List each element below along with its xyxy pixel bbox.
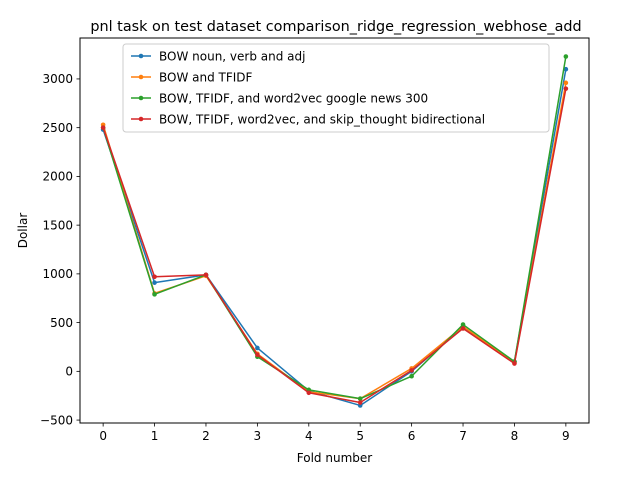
x-tick-label: 0 (99, 429, 107, 443)
y-tick-label: −500 (40, 413, 73, 427)
x-tick-label: 1 (151, 429, 159, 443)
data-point (563, 80, 569, 86)
data-point (460, 322, 466, 327)
data-point (357, 400, 363, 405)
x-tick-label: 3 (254, 429, 262, 443)
y-tick-label: 0 (65, 365, 73, 379)
y-axis: −500 0 500 1000 1500 2000 2500 3000 (40, 72, 80, 427)
x-tick-label: 4 (305, 429, 313, 443)
x-tick-label: 2 (202, 429, 210, 443)
series-4 (100, 86, 569, 405)
data-point (563, 54, 569, 59)
legend: BOW noun, verb and adj BOW and TFIDF BOW, … (122, 43, 550, 133)
legend-label: BOW and TFIDF (159, 70, 253, 84)
y-tick-label: 3000 (42, 72, 73, 86)
data-point (563, 66, 569, 72)
x-tick-label: 8 (511, 429, 519, 443)
legend-label: BOW, TFIDF, word2vec, and skip_thought b… (159, 112, 485, 126)
legend-item: BOW and TFIDF (131, 70, 253, 84)
y-tick-label: 500 (50, 316, 73, 330)
data-point (152, 292, 157, 297)
data-point (152, 280, 157, 285)
x-tick-label: 5 (356, 429, 364, 443)
x-tick-label: 7 (459, 429, 467, 443)
series-line (102, 56, 567, 400)
x-tick-label: 9 (562, 429, 570, 443)
y-tick-label: 1000 (42, 267, 73, 281)
x-axis: 0 1 2 3 4 5 6 7 8 9 (99, 423, 570, 443)
legend-item: BOW, TFIDF, and word2vec google news 300 (131, 91, 428, 105)
data-point (255, 345, 260, 351)
data-point (255, 352, 260, 358)
legend-label: BOW, TFIDF, and word2vec google news 300 (159, 91, 428, 105)
data-point (203, 272, 209, 278)
legend-marker (138, 95, 144, 101)
data-point (460, 326, 466, 331)
data-point (357, 396, 363, 401)
y-axis-label: Dollar (16, 213, 30, 249)
legend-marker (138, 53, 144, 59)
series-line (102, 88, 567, 404)
y-tick-label: 2500 (42, 121, 73, 135)
x-axis-label: Fold number (297, 451, 372, 465)
data-point (563, 86, 569, 91)
data-point (306, 390, 312, 396)
series-layer (100, 54, 569, 408)
legend-box (122, 43, 550, 133)
y-tick-label: 1500 (42, 218, 73, 232)
data-point (100, 125, 106, 130)
data-point (152, 274, 157, 280)
plot-frame (79, 37, 590, 424)
legend-marker (138, 116, 144, 122)
data-point (409, 368, 414, 373)
legend-item: BOW, TFIDF, word2vec, and skip_thought b… (131, 112, 485, 126)
chart-title: pnl task on test dataset comparison_ridg… (90, 19, 581, 35)
legend-item: BOW noun, verb and adj (131, 49, 305, 63)
x-tick-label: 6 (408, 429, 416, 443)
y-tick-label: 2000 (42, 170, 73, 184)
legend-marker (138, 74, 144, 80)
legend-label: BOW noun, verb and adj (159, 49, 305, 63)
data-point (512, 361, 517, 366)
data-point (409, 373, 414, 379)
